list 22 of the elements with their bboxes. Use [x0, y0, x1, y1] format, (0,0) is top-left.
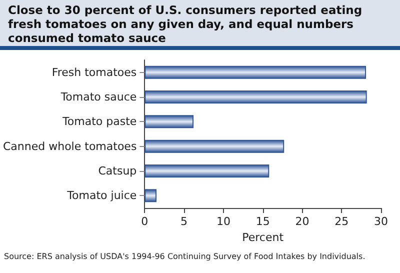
- bar: [144, 140, 284, 153]
- x-tick-label: 0: [141, 215, 148, 228]
- x-tick-label: 15: [256, 215, 270, 228]
- y-tick-label: Fresh tomatoes: [52, 66, 137, 79]
- x-tick-label: 25: [334, 215, 349, 228]
- bar: [144, 164, 270, 178]
- x-tick-label: 20: [295, 215, 310, 228]
- bar: [144, 90, 367, 104]
- x-axis-title: Percent: [242, 230, 284, 244]
- y-tick-label: Catsup: [98, 164, 137, 178]
- bar: [144, 189, 156, 202]
- y-tick-label: Canned whole tomatoes: [3, 140, 137, 153]
- y-tick-label: Tomato juice: [66, 189, 137, 202]
- y-tick-label: Tomato sauce: [60, 90, 137, 104]
- source-note: Source: ERS analysis of USDA's 1994-96 Continuing Survey of Food Intakes by Individuals.: [3, 251, 366, 263]
- x-tick-label: 10: [216, 215, 230, 228]
- x-tick-label: 30: [374, 215, 388, 228]
- x-tick-label: 5: [180, 215, 188, 228]
- bar: [144, 66, 366, 79]
- y-tick-label: Tomato paste: [62, 115, 137, 128]
- chart-title: Close to 30 percent of U.S. consumers reported eating fresh tomatoes on any given day, and equal numbers consumed tomato sauce: [0, 0, 400, 50]
- bar: [144, 115, 194, 128]
